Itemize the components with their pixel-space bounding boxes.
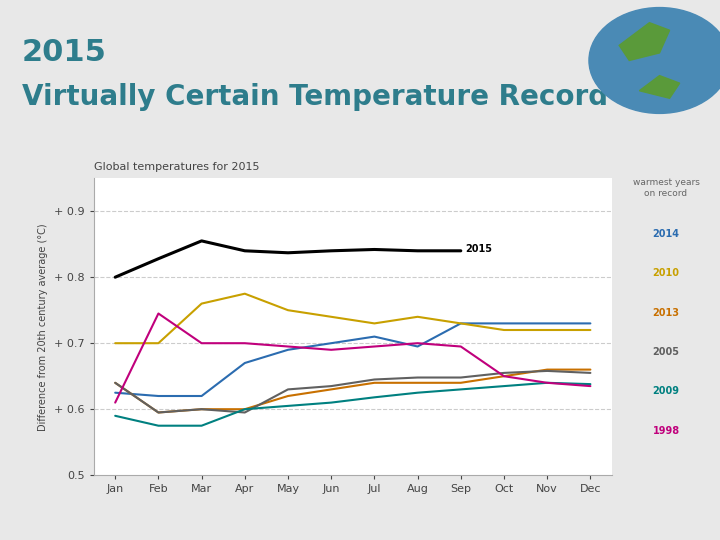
Text: 2015: 2015 <box>22 38 107 67</box>
Circle shape <box>589 8 720 113</box>
Text: 2010: 2010 <box>652 268 680 278</box>
Text: Virtually Certain Temperature Record: Virtually Certain Temperature Record <box>22 83 608 111</box>
Text: 2009: 2009 <box>652 386 680 396</box>
Text: warmest years
on record: warmest years on record <box>633 178 699 198</box>
Polygon shape <box>639 76 680 98</box>
Y-axis label: Difference from 20th century average (°C): Difference from 20th century average (°C… <box>38 223 48 430</box>
Text: 2005: 2005 <box>652 347 680 357</box>
Polygon shape <box>619 23 670 60</box>
Text: 2014: 2014 <box>652 229 680 239</box>
Text: Global temperatures for 2015: Global temperatures for 2015 <box>94 162 259 172</box>
Text: 2013: 2013 <box>652 308 680 318</box>
Text: 1998: 1998 <box>652 426 680 436</box>
Text: 2015: 2015 <box>465 245 492 254</box>
